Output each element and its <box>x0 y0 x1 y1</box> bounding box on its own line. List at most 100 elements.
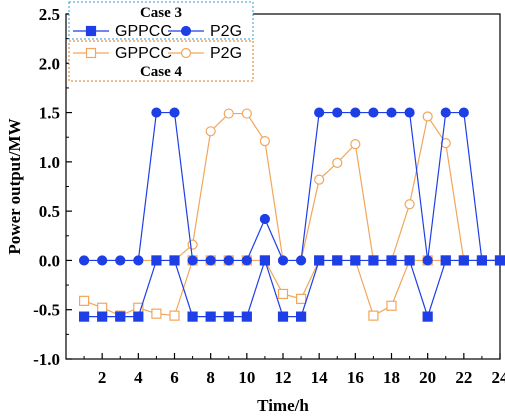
data-point <box>277 311 289 322</box>
data-point <box>422 311 433 322</box>
data-point <box>440 107 451 118</box>
x-axis-title: Time/h <box>257 396 309 415</box>
data-point <box>223 311 234 322</box>
legend-swatch-marker <box>85 47 97 59</box>
data-point <box>205 255 216 266</box>
x-tick-label: 20 <box>419 368 436 387</box>
legend-title: Case 3 <box>140 5 182 21</box>
series-layer <box>78 107 505 322</box>
y-tick-label: 2.0 <box>39 54 60 73</box>
data-point <box>476 255 488 266</box>
data-point <box>386 255 397 266</box>
data-point <box>422 255 433 266</box>
data-point <box>97 311 108 322</box>
legend-box <box>68 1 254 40</box>
y-tick-label: 2.5 <box>39 5 60 24</box>
data-point <box>404 255 415 266</box>
data-point <box>187 311 198 322</box>
legend-group-case3: Case 3 GPPCC P2G <box>68 1 254 40</box>
legend-title: Case 4 <box>140 64 183 80</box>
x-tick-label: 14 <box>311 368 329 387</box>
x-tick-label: 12 <box>275 368 292 387</box>
data-point <box>151 255 162 266</box>
legend-label: GPPCC <box>115 23 172 40</box>
data-point <box>295 311 307 322</box>
x-tick-label: 6 <box>170 368 179 387</box>
data-point <box>151 107 162 118</box>
series-line <box>83 259 500 317</box>
data-point <box>187 255 198 266</box>
x-tick-label: 16 <box>347 368 364 387</box>
data-point <box>115 255 126 266</box>
data-point <box>314 174 325 185</box>
y-tick-label: 0.0 <box>39 251 60 270</box>
data-point <box>78 311 90 322</box>
data-point <box>241 255 252 266</box>
data-point <box>368 310 379 321</box>
data-point <box>169 107 180 118</box>
data-point <box>241 108 252 119</box>
data-point <box>332 157 343 168</box>
data-point <box>223 255 234 266</box>
data-point <box>169 310 180 321</box>
legend-swatch-marker <box>180 47 192 59</box>
data-point <box>241 311 252 322</box>
series-case3-gppcc <box>78 255 505 322</box>
x-tick-label: 24 <box>492 368 505 387</box>
data-point <box>78 295 90 306</box>
data-point <box>277 255 289 266</box>
y-axis: -1.0 -0.5 0.0 0.5 1.0 1.5 2.0 2.5 <box>33 5 72 369</box>
y-tick-label: -0.5 <box>33 301 60 320</box>
series-line <box>84 111 500 262</box>
data-point <box>440 255 451 266</box>
data-point <box>458 255 469 266</box>
x-tick-label: 18 <box>383 368 400 387</box>
data-point <box>259 255 271 266</box>
data-point <box>295 255 307 266</box>
data-point <box>494 255 505 266</box>
data-point <box>97 255 108 266</box>
data-point <box>368 107 379 118</box>
data-point <box>332 255 343 266</box>
data-point <box>350 255 361 266</box>
data-point <box>386 107 397 118</box>
legend-label: P2G <box>210 45 242 62</box>
data-point <box>151 308 162 319</box>
data-point <box>314 107 325 118</box>
data-point <box>133 255 144 266</box>
series-case4-gppcc <box>78 255 505 321</box>
data-point <box>368 255 379 266</box>
legend-box <box>68 40 254 82</box>
series-case3-p2g <box>78 107 505 266</box>
data-point <box>205 311 216 322</box>
y-axis-title: Power output/MW <box>5 118 24 254</box>
data-point <box>205 126 216 137</box>
data-point <box>350 107 361 118</box>
legend-swatch-marker <box>85 25 97 37</box>
x-axis: 2 4 6 8 10 12 14 16 18 20 22 24 <box>83 353 505 387</box>
legend-label: GPPCC <box>115 45 172 62</box>
y-tick-label: 1.5 <box>39 104 60 123</box>
series-line <box>84 112 500 262</box>
data-point <box>277 288 289 300</box>
y-tick-label: 0.5 <box>39 202 60 221</box>
data-point <box>187 239 198 250</box>
data-point <box>314 255 325 266</box>
data-point <box>458 107 469 118</box>
series-line <box>84 258 500 319</box>
data-point <box>404 199 415 210</box>
data-point <box>78 255 90 266</box>
data-point <box>259 136 271 147</box>
data-point <box>115 311 126 322</box>
y-tick-label: 1.0 <box>39 153 60 172</box>
x-tick-label: 8 <box>206 368 215 387</box>
legend-label: P2G <box>210 23 242 40</box>
data-point <box>169 255 180 266</box>
data-point <box>440 138 451 149</box>
series-case4-p2g <box>78 108 505 266</box>
legend: Case 3 GPPCC P2G Case 4 GPPCC P2G <box>68 1 254 82</box>
y-tick-label: -1.0 <box>33 350 60 369</box>
legend-swatch-marker <box>180 25 192 37</box>
x-tick-label: 4 <box>134 368 143 387</box>
